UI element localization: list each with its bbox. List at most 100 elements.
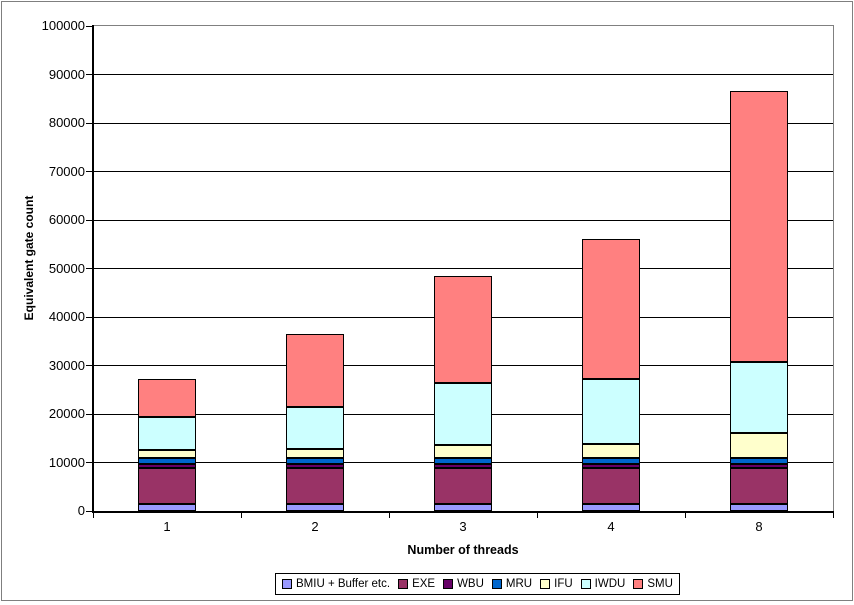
- bar-segment-mru: [582, 458, 640, 464]
- bar-segment-mru: [730, 458, 788, 464]
- x-axis-line: [92, 511, 834, 513]
- legend-swatch-smu: [633, 579, 644, 589]
- bar-segment-wbu: [138, 463, 196, 469]
- legend-item-bmiu-buffer-etc: BMIU + Buffer etc.: [282, 578, 390, 590]
- x-axis-tick: [92, 512, 94, 518]
- y-tick-label: 30000: [48, 357, 85, 373]
- x-tick-label: 8: [755, 519, 763, 534]
- legend: BMIU + Buffer etc. EXE WBU MRU IFU IWDU SMU: [275, 573, 680, 595]
- y-tick-label: 80000: [48, 115, 85, 130]
- bar-segment-exe: [730, 468, 788, 504]
- y-tick-label: 20000: [48, 406, 85, 421]
- x-tick-label: 4: [607, 519, 615, 534]
- gridline-80000: [93, 122, 833, 124]
- bar-segment-iwdu: [286, 406, 344, 449]
- bar-segment-exe: [582, 468, 640, 504]
- bar-segment-bmiu-buffer-etc: [730, 503, 788, 511]
- legend-item-ifu: IFU: [540, 578, 573, 590]
- legend-swatch-wbu: [443, 579, 454, 589]
- bar-segment-bmiu-buffer-etc: [434, 503, 492, 511]
- bar-threads-8: [730, 91, 788, 511]
- bar-segment-smu: [730, 91, 788, 363]
- bar-segment-ifu: [582, 444, 640, 459]
- bar-segment-exe: [434, 468, 492, 504]
- y-tick-label: 90000: [48, 66, 85, 82]
- gridline-70000: [93, 171, 833, 172]
- legend-item-mru: MRU: [491, 578, 533, 590]
- bar-threads-4: [582, 238, 640, 511]
- x-axis-tick: [388, 512, 390, 518]
- bar-segment-bmiu-buffer-etc: [286, 503, 344, 511]
- y-tick-label: 70000: [48, 163, 85, 179]
- y-axis-tick: [86, 510, 92, 512]
- bar-segment-iwdu: [582, 379, 640, 445]
- legend-label: BMIU + Buffer etc.: [296, 578, 391, 590]
- legend-item-smu: SMU: [633, 578, 673, 590]
- bar-segment-smu: [434, 276, 492, 384]
- gridline-50000: [93, 268, 833, 269]
- bar-segment-mru: [138, 458, 196, 464]
- bar-segment-wbu: [434, 463, 492, 469]
- bar-segment-iwdu: [138, 417, 196, 450]
- gridline-90000: [93, 74, 833, 75]
- y-axis-tick: [86, 316, 92, 318]
- bar-segment-smu: [138, 379, 196, 418]
- bar-segment-ifu: [138, 449, 196, 459]
- y-tick-label: 40000: [48, 309, 85, 324]
- y-axis-tick: [86, 171, 92, 172]
- legend-label: MRU: [505, 578, 533, 590]
- legend-label: WBU: [457, 578, 484, 590]
- legend-item-iwdu: IWDU: [580, 578, 626, 590]
- bar-segment-exe: [138, 468, 196, 504]
- legend-label: SMU: [647, 578, 673, 590]
- y-axis-tick: [86, 25, 92, 27]
- y-axis-tick: [86, 268, 92, 269]
- plot-border-top: [93, 25, 834, 26]
- y-tick-label: 10000: [48, 454, 85, 470]
- y-axis-tick: [86, 219, 92, 221]
- gridline-60000: [93, 219, 833, 221]
- y-axis-tick: [86, 462, 92, 463]
- y-axis-tick: [86, 413, 92, 415]
- legend-swatch-iwdu: [580, 579, 591, 589]
- legend-item-exe: EXE: [398, 578, 435, 590]
- y-axis-tick: [86, 122, 92, 124]
- bar-segment-bmiu-buffer-etc: [582, 503, 640, 511]
- bar-segment-ifu: [730, 432, 788, 459]
- bar-segment-wbu: [286, 463, 344, 469]
- x-axis-tick: [832, 512, 834, 518]
- x-axis-title: Number of threads: [407, 543, 519, 557]
- x-axis-tick: [536, 512, 538, 518]
- y-axis-line: [92, 25, 94, 513]
- x-tick-label: 1: [163, 519, 171, 534]
- y-axis-tick: [86, 365, 92, 366]
- x-axis-tick: [240, 512, 242, 518]
- y-axis-tick: [86, 74, 92, 75]
- x-tick-label: 3: [459, 519, 467, 534]
- legend-swatch-ifu: [540, 579, 551, 589]
- bar-segment-smu: [582, 238, 640, 380]
- x-axis-tick: [684, 512, 686, 518]
- bar-segment-wbu: [582, 463, 640, 469]
- bar-segment-ifu: [434, 445, 492, 459]
- bar-threads-2: [286, 334, 344, 511]
- y-tick-label: 100000: [41, 18, 85, 33]
- plot-area: [93, 25, 834, 511]
- bar-segment-exe: [286, 468, 344, 504]
- legend-label: IFU: [554, 578, 573, 590]
- bar-segment-mru: [434, 458, 492, 464]
- x-tick-label: 2: [311, 519, 319, 534]
- y-tick-label: 50000: [48, 260, 85, 276]
- legend-label: EXE: [412, 578, 436, 590]
- bar-segment-iwdu: [730, 362, 788, 433]
- bar-segment-iwdu: [434, 383, 492, 446]
- bar-segment-wbu: [730, 463, 788, 469]
- bar-segment-bmiu-buffer-etc: [138, 503, 196, 511]
- bar-segment-mru: [286, 458, 344, 464]
- bar-segment-smu: [286, 334, 344, 407]
- legend-label: IWDU: [594, 578, 626, 590]
- legend-swatch-mru: [491, 579, 502, 589]
- y-tick-label: 0: [77, 503, 85, 518]
